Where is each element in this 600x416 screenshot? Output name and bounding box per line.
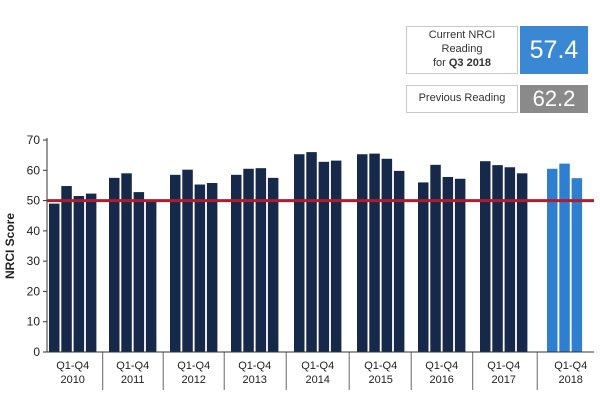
bar <box>182 169 193 352</box>
x-category-year-label: 2017 <box>491 374 515 386</box>
current-reading-period: Q3 2018 <box>448 56 492 69</box>
current-reading-for-text: for <box>432 56 446 69</box>
x-category-label: Q1-Q4 <box>554 360 587 372</box>
bar <box>145 200 157 352</box>
bar <box>430 164 441 352</box>
x-category-label: Q1-Q4 <box>301 360 334 372</box>
x-category-year-label: 2013 <box>242 374 266 386</box>
x-category-year-label: 2014 <box>305 374 329 386</box>
y-tick-label: 30 <box>27 254 41 268</box>
y-tick-label: 0 <box>33 345 40 359</box>
bar <box>418 182 429 352</box>
bar <box>85 193 97 352</box>
bar <box>571 178 583 352</box>
bar <box>255 168 267 352</box>
bar <box>73 196 85 352</box>
bar <box>318 161 330 352</box>
x-category-year-label: 2011 <box>121 374 145 386</box>
x-category-label: Q1-Q4 <box>487 360 520 372</box>
y-tick-label: 50 <box>27 194 41 208</box>
y-tick-label: 10 <box>27 315 41 329</box>
bar <box>369 153 380 352</box>
current-reading-label-text: Current NRCI Reading <box>428 29 496 56</box>
x-category-label: Q1-Q4 <box>116 360 149 372</box>
bar <box>306 152 317 352</box>
bar <box>109 177 120 352</box>
bar <box>243 168 254 352</box>
y-tick-label: 40 <box>27 224 41 238</box>
bar <box>480 161 491 352</box>
bar <box>61 186 72 352</box>
bar <box>121 173 132 352</box>
x-category-year-label: 2016 <box>429 374 453 386</box>
y-tick-label: 60 <box>27 163 41 177</box>
current-reading-value: 57.4 <box>520 26 588 74</box>
previous-reading-value: 62.2 <box>520 85 588 113</box>
bar <box>492 165 503 352</box>
bar <box>194 184 206 352</box>
x-category-year-label: 2018 <box>558 374 582 386</box>
bar <box>170 174 181 352</box>
bar <box>547 168 558 352</box>
bar <box>330 160 342 352</box>
bar <box>206 183 218 352</box>
previous-reading-label: Previous Reading <box>406 85 518 113</box>
bar <box>267 177 279 352</box>
x-category-label: Q1-Q4 <box>425 360 458 372</box>
x-category-label: Q1-Q4 <box>177 360 210 372</box>
bar <box>231 174 242 352</box>
y-tick-label: 20 <box>27 284 41 298</box>
x-category-year-label: 2015 <box>368 374 392 386</box>
x-category-year-label: 2012 <box>181 374 205 386</box>
x-category-year-label: 2010 <box>60 374 84 386</box>
y-axis-label: NRCI Score <box>3 213 17 279</box>
bar <box>133 192 145 352</box>
bar <box>516 173 528 352</box>
y-tick-label: 70 <box>27 133 41 147</box>
bar <box>442 176 454 352</box>
bar <box>294 154 305 352</box>
bar <box>357 154 368 352</box>
bar <box>49 203 60 352</box>
x-category-label: Q1-Q4 <box>238 360 271 372</box>
bar <box>559 163 570 352</box>
bar <box>454 178 466 352</box>
bar <box>504 167 516 352</box>
bar <box>393 170 405 352</box>
x-category-label: Q1-Q4 <box>56 360 89 372</box>
current-reading-label: Current NRCI Reading for Q3 2018 <box>406 26 518 74</box>
bar <box>381 158 393 352</box>
x-category-label: Q1-Q4 <box>364 360 397 372</box>
